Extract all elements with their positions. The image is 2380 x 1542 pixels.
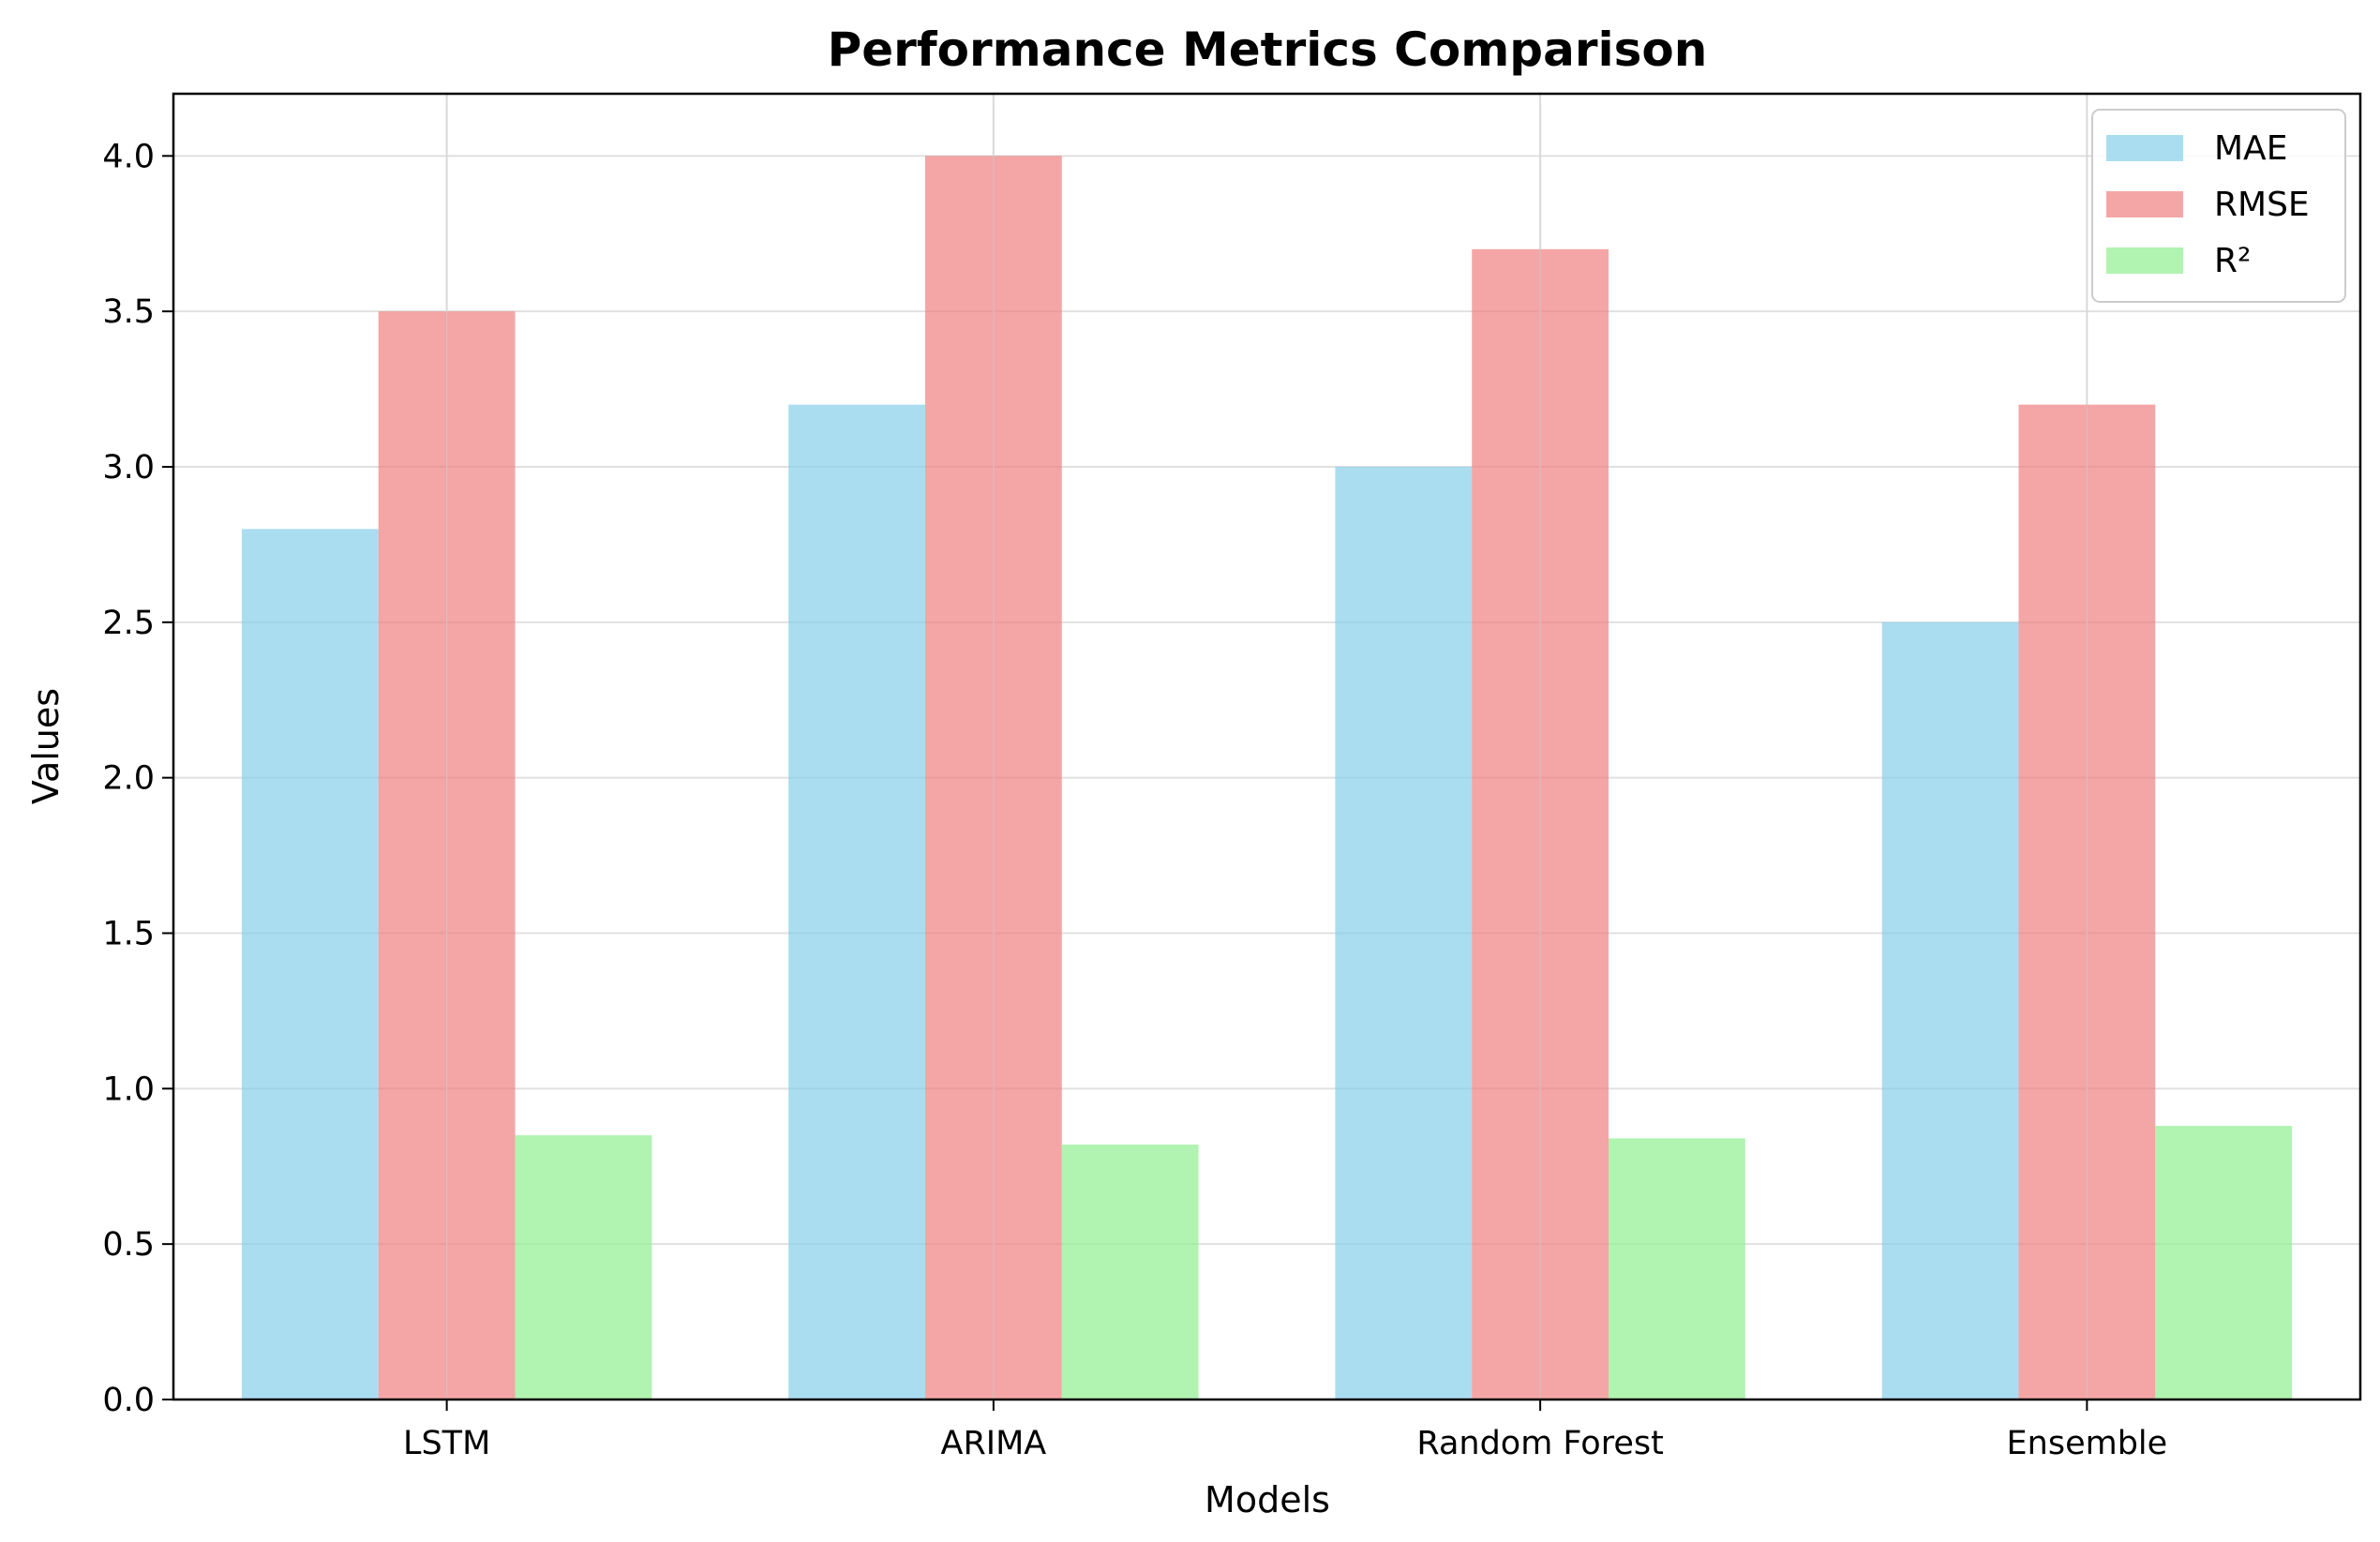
plot-frame: [172, 92, 2362, 1401]
x-tick-label: Ensemble: [2007, 1425, 2168, 1462]
y-tick-label: 1.0: [102, 1070, 155, 1108]
bar-mae-lstm: [241, 529, 379, 1400]
legend-label: R²: [2214, 242, 2251, 280]
legend-swatch: [2106, 135, 2183, 161]
bar-r-random-forest: [1609, 1138, 1745, 1400]
y-tick-label: 0.5: [102, 1226, 155, 1264]
y-axis-label: Values: [25, 688, 67, 804]
x-axis-label: Models: [1205, 1479, 1330, 1520]
y-tick-label: 3.5: [102, 293, 155, 331]
bar-mae-random-forest: [1335, 467, 1473, 1400]
y-tick-label: 1.5: [102, 916, 155, 953]
y-tick-label: 0.0: [102, 1382, 155, 1419]
legend-label: RMSE: [2214, 186, 2310, 224]
y-tick-label: 2.0: [102, 760, 155, 798]
x-tick-label: Random Forest: [1416, 1425, 1663, 1462]
y-tick-label: 2.5: [102, 605, 155, 642]
bar-mae-ensemble: [1881, 621, 2019, 1400]
bars: [241, 94, 2293, 1400]
legend-swatch: [2106, 191, 2183, 217]
x-axis: LSTM ARIMA Random Forest Ensemble: [403, 1400, 2167, 1462]
y-tick-label: 3.0: [102, 449, 155, 487]
x-tick-label: LSTM: [403, 1425, 490, 1462]
chart-title: Performance Metrics Comparison: [828, 22, 1708, 77]
bar-mae-arima: [788, 404, 925, 1400]
legend-swatch: [2106, 247, 2183, 274]
x-tick-label: ARIMA: [941, 1425, 1047, 1462]
bar-r-ensemble: [2155, 1126, 2293, 1400]
bar-r-arima: [1061, 1145, 1199, 1400]
y-axis: 0.0 0.5 1.0 1.5 2.0 2.5 3.0 3.5 4.0: [102, 138, 173, 1419]
y-tick-label: 4.0: [102, 138, 155, 175]
bar-r-lstm: [515, 1135, 652, 1400]
legend-label: MAE: [2214, 129, 2287, 168]
legend: MAE RMSE R²: [2091, 109, 2346, 303]
